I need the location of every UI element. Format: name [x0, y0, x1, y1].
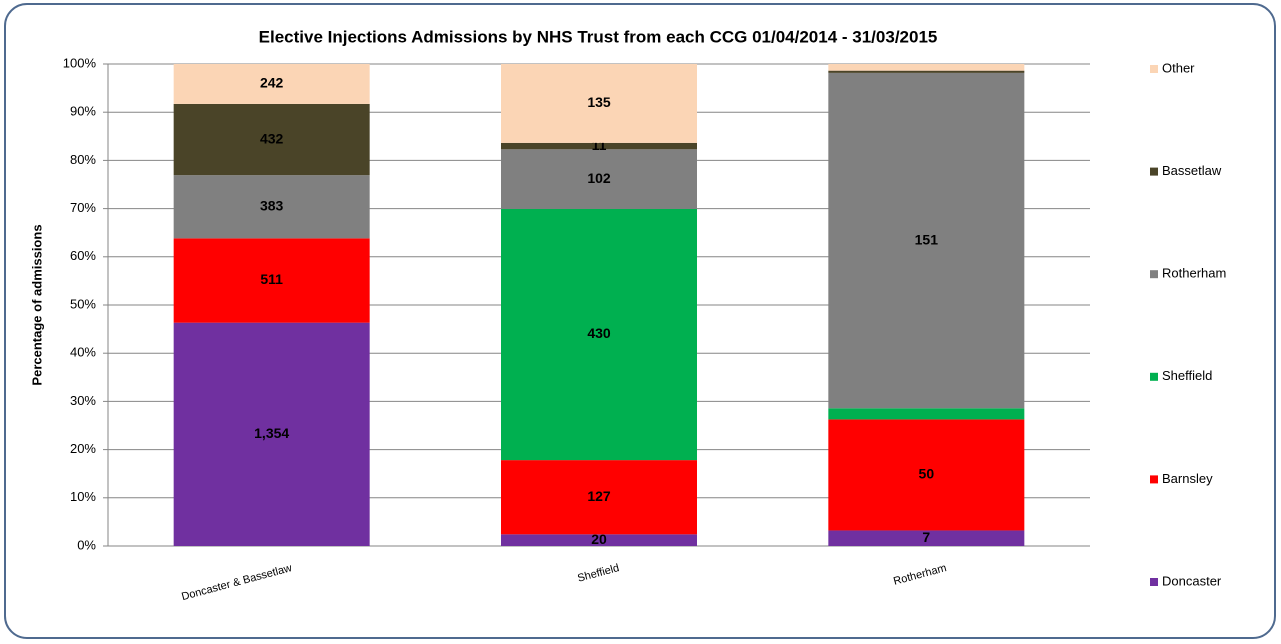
y-tick-label: 100%	[63, 55, 97, 70]
data-label: 151	[915, 231, 939, 247]
legend-label: Sheffield	[1162, 368, 1212, 383]
y-tick-label: 30%	[70, 393, 96, 408]
data-label: 50	[919, 466, 935, 482]
bar-segment	[501, 142, 697, 150]
data-label: 432	[260, 130, 284, 146]
data-label: 511	[260, 271, 283, 287]
legend-label: Rotherham	[1162, 266, 1226, 281]
bar-segment	[501, 208, 697, 461]
legend-label: Doncaster	[1162, 573, 1222, 588]
legend-swatch	[1150, 270, 1158, 279]
data-label: 1,354	[254, 425, 289, 441]
bar-segment	[501, 64, 697, 143]
bar-segment	[828, 408, 1025, 420]
bar-segment	[173, 103, 370, 176]
data-label: 430	[587, 325, 611, 341]
bar-segment	[501, 149, 697, 209]
bar-segment	[173, 238, 370, 323]
data-label: 383	[260, 197, 284, 213]
legend-swatch	[1150, 578, 1158, 586]
bar-segment	[828, 72, 1025, 409]
legend-label: Barnsley	[1162, 471, 1213, 486]
bar-segment	[173, 64, 370, 104]
y-tick-label: 50%	[70, 296, 96, 311]
bar-segment	[828, 64, 1025, 71]
data-label: 20	[591, 531, 607, 547]
y-tick-label: 10%	[70, 489, 96, 504]
y-axis-label: Percentage of admissions	[29, 224, 44, 385]
bar-segment	[501, 534, 697, 546]
bar-segment	[501, 460, 697, 535]
legend-swatch	[1150, 475, 1158, 484]
data-label: 127	[587, 488, 611, 504]
bar-segment	[173, 175, 370, 239]
bar-segment	[828, 70, 1025, 73]
y-tick-label: 0%	[77, 537, 96, 552]
data-label: 102	[587, 170, 611, 186]
legend-swatch	[1150, 65, 1158, 73]
legend-label: Other	[1162, 60, 1195, 75]
legend-swatch	[1150, 167, 1158, 176]
legend-swatch	[1150, 372, 1158, 381]
bar-segment	[828, 530, 1025, 546]
data-label: 135	[587, 94, 611, 110]
data-label: 7	[922, 529, 930, 545]
y-tick-label: 90%	[70, 104, 96, 119]
y-tick-label: 80%	[70, 152, 96, 167]
y-tick-label: 20%	[70, 441, 96, 456]
legend-label: Bassetlaw	[1162, 163, 1222, 178]
y-tick-label: 40%	[70, 345, 96, 360]
y-tick-label: 70%	[70, 200, 96, 215]
data-label: 242	[260, 75, 284, 91]
y-tick-label: 60%	[70, 248, 96, 263]
bar-segment	[828, 419, 1025, 531]
chart-title: Elective Injections Admissions by NHS Tr…	[259, 27, 938, 46]
bar-segment	[173, 322, 370, 546]
